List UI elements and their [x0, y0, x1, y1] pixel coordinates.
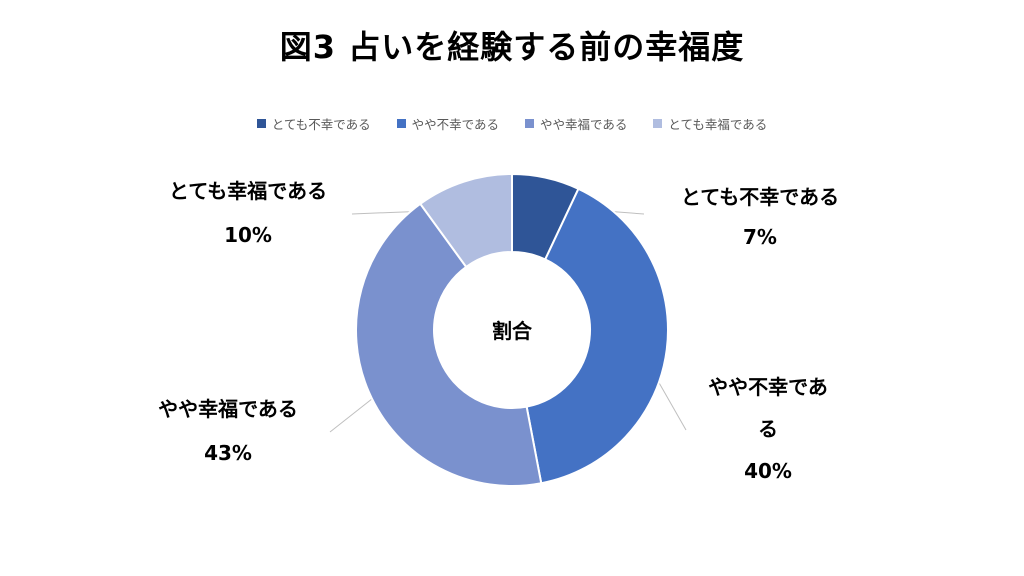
legend-item-2: やや幸福である [525, 114, 627, 133]
legend-item-0: とても不幸である [256, 114, 371, 133]
data-label-value-1: 40% [744, 459, 792, 483]
donut-slices [355, 172, 669, 487]
data-label-value-3: 10% [224, 223, 272, 247]
legend: とても不幸である やや不幸である やや幸福である とても幸福である [0, 114, 1024, 133]
legend-label-3: とても幸福である [668, 117, 768, 132]
data-label-category-3: とても幸福である [169, 179, 327, 203]
legend-swatch-0 [256, 119, 266, 128]
center-label: 割合 [492, 319, 533, 343]
legend-swatch-2 [525, 119, 534, 128]
legend-swatch-3 [653, 119, 663, 128]
donut-slice-3 [418, 172, 513, 269]
legend-item-3: とても幸福である [653, 114, 767, 133]
legend-label-0: とても不幸である [271, 117, 371, 132]
data-label-category-1: やや不幸である [708, 375, 828, 441]
legend-swatch-1 [396, 119, 406, 128]
data-label-value-0: 7% [743, 225, 777, 249]
legend-item-1: やや不幸である [396, 114, 499, 133]
donut-slice-1 [525, 187, 669, 485]
data-label-value-2: 43% [204, 441, 252, 465]
donut-slice-2 [355, 202, 543, 487]
legend-label-1: やや不幸である [411, 117, 499, 132]
data-label-category-0: とても不幸である [681, 185, 839, 209]
chart-title: 図3 占いを経験する前の幸福度 [279, 28, 745, 66]
data-label-category-2: やや幸福である [158, 397, 298, 421]
data-labels: とても不幸である 7% やや不幸である 40% やや幸福である 43% とても幸… [158, 179, 839, 483]
legend-label-2: やや幸福である [540, 117, 628, 132]
